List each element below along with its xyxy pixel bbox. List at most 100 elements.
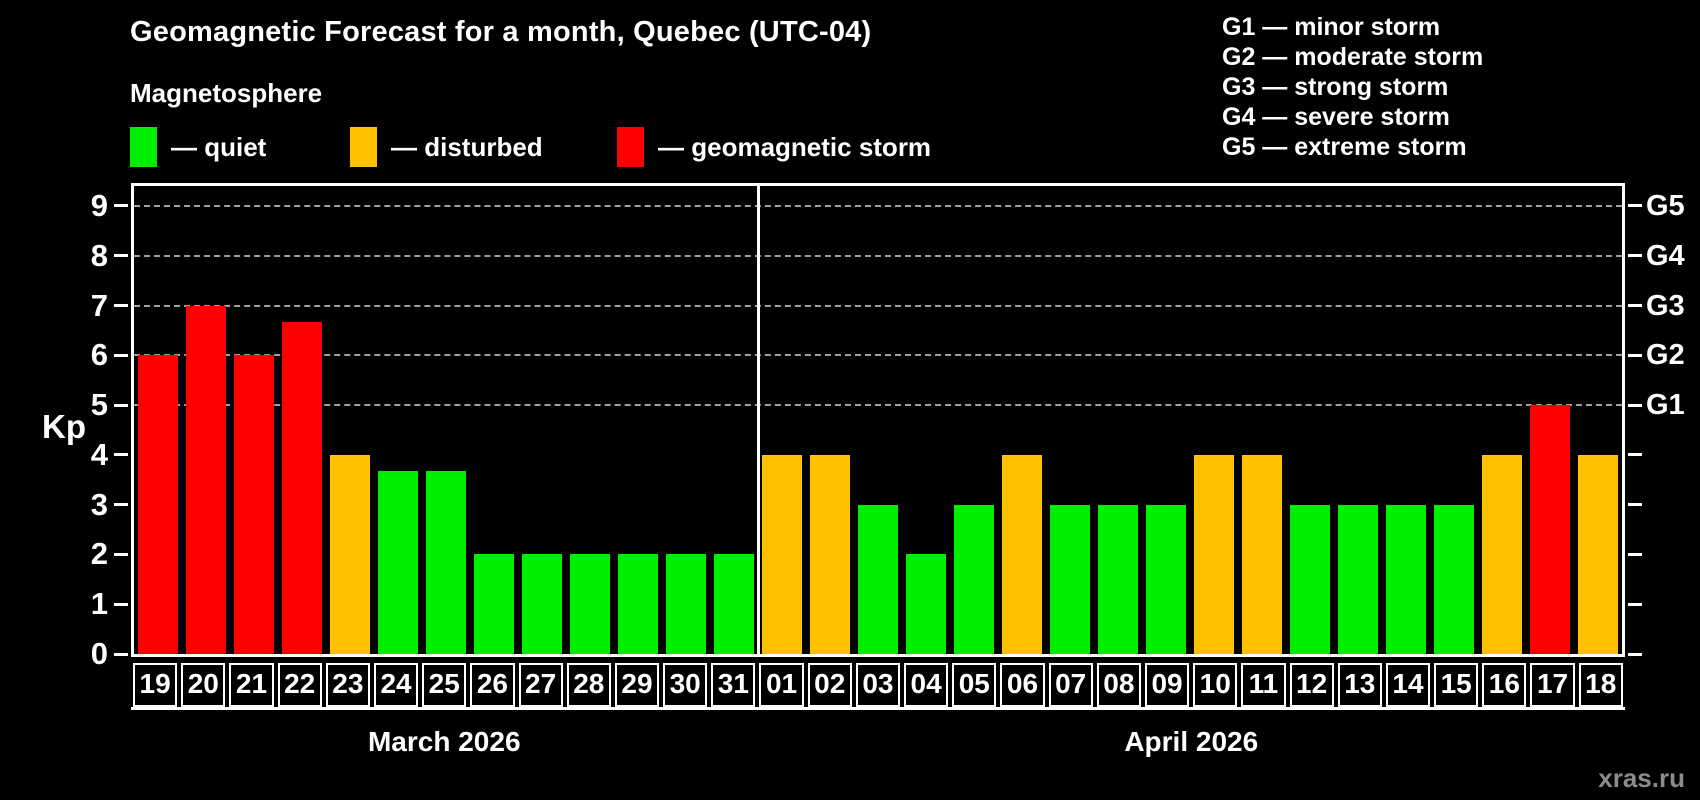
bar-slot bbox=[518, 186, 566, 654]
kp-bar-17 bbox=[1529, 405, 1571, 654]
kp-bar-30 bbox=[665, 554, 707, 654]
date-label-10: 10 bbox=[1193, 663, 1238, 707]
date-label-30: 30 bbox=[663, 663, 708, 707]
kp-bar-07 bbox=[1049, 504, 1091, 654]
kp-bar-05 bbox=[953, 504, 995, 654]
date-label-20: 20 bbox=[181, 663, 226, 707]
legend-item-disturbed: — disturbed bbox=[350, 126, 543, 168]
kp-bar-09 bbox=[1145, 504, 1187, 654]
y-tick-right-1 bbox=[1628, 602, 1642, 606]
g-axis-label-g3: G3 bbox=[1646, 289, 1685, 322]
bar-slot bbox=[566, 186, 614, 654]
y-axis-label-4: 4 bbox=[90, 436, 108, 472]
kp-bar-18 bbox=[1577, 454, 1619, 654]
g-scale-legend-line-1: G1 — minor storm bbox=[1222, 13, 1441, 41]
date-label-17: 17 bbox=[1530, 663, 1575, 707]
gridline-kp7 bbox=[134, 304, 1622, 307]
month-label-april: April 2026 bbox=[1124, 726, 1259, 757]
date-axis: 19 20 21 22 23 24 25 26 27 28 29 30 31 01 02 03 04 05 06 07… bbox=[131, 663, 1625, 707]
g-scale-legend-line-5: G5 — extreme storm bbox=[1222, 133, 1467, 161]
date-label-16: 16 bbox=[1482, 663, 1527, 707]
date-label-11: 11 bbox=[1241, 663, 1286, 707]
g-scale-legend-line-3: G3 — strong storm bbox=[1222, 73, 1449, 101]
y-tick-right-8 bbox=[1628, 254, 1642, 258]
kp-bar-27 bbox=[521, 554, 563, 654]
y-tick-right-2 bbox=[1628, 552, 1642, 556]
bar-slot bbox=[1238, 186, 1286, 654]
quiet-swatch-icon bbox=[130, 127, 157, 167]
kp-bar-02 bbox=[809, 454, 851, 654]
date-label-07: 07 bbox=[1048, 663, 1093, 707]
y-axis-label-1: 1 bbox=[90, 586, 108, 622]
date-label-05: 05 bbox=[952, 663, 997, 707]
kp-bar-12 bbox=[1289, 504, 1331, 654]
date-label-22: 22 bbox=[277, 663, 322, 707]
y-tick-left-5 bbox=[114, 403, 128, 407]
date-label-09: 09 bbox=[1144, 663, 1190, 707]
kp-bar-13 bbox=[1337, 504, 1379, 654]
gridline-kp6 bbox=[134, 354, 1622, 357]
y-tick-left-7 bbox=[114, 304, 128, 307]
date-label-26: 26 bbox=[470, 663, 515, 707]
legend-label-storm: — geomagnetic storm bbox=[658, 132, 932, 162]
y-tick-right-9 bbox=[1628, 204, 1642, 208]
g-scale-legend-line-2: G2 — moderate storm bbox=[1222, 43, 1484, 71]
kp-bar-14 bbox=[1385, 504, 1427, 654]
bar-slot bbox=[1286, 186, 1334, 654]
kp-bar-06 bbox=[1001, 454, 1043, 654]
legend-item-storm: — geomagnetic storm bbox=[617, 126, 931, 168]
bar-slot bbox=[1334, 186, 1382, 654]
date-label-02: 02 bbox=[807, 663, 852, 707]
bar-slot bbox=[1526, 186, 1574, 654]
bar-slot bbox=[950, 186, 998, 654]
bar-slot bbox=[854, 186, 902, 654]
bar-slot bbox=[326, 186, 374, 654]
y-axis-label-3: 3 bbox=[90, 486, 108, 522]
bar-slot bbox=[1574, 186, 1622, 654]
date-label-14: 14 bbox=[1385, 663, 1431, 707]
kp-bar-15 bbox=[1433, 504, 1475, 654]
kp-bar-29 bbox=[617, 554, 659, 654]
y-axis-label-9: 9 bbox=[90, 187, 108, 223]
bar-slot bbox=[998, 186, 1046, 654]
bar-slot bbox=[374, 186, 422, 654]
date-label-06: 06 bbox=[1000, 663, 1045, 707]
bar-slot bbox=[662, 186, 710, 654]
bar-slot bbox=[1382, 186, 1430, 654]
kp-bar-10 bbox=[1193, 454, 1235, 654]
y-tick-left-1 bbox=[114, 602, 128, 606]
bar-slot bbox=[230, 186, 278, 654]
bar-slot bbox=[758, 186, 806, 654]
bar-slot bbox=[1190, 186, 1238, 654]
kp-bar-16 bbox=[1481, 454, 1523, 654]
g-axis-label-g5: G5 bbox=[1646, 189, 1685, 222]
month-divider bbox=[756, 186, 760, 654]
kp-bar-20 bbox=[185, 305, 227, 654]
bar-slot bbox=[1142, 186, 1190, 654]
bar-slot bbox=[710, 186, 758, 654]
y-tick-left-6 bbox=[114, 353, 128, 357]
y-tick-right-6 bbox=[1628, 353, 1642, 357]
kp-bar-22 bbox=[281, 321, 323, 654]
kp-bar-04 bbox=[905, 554, 947, 654]
g-axis-label-g1: G1 bbox=[1646, 389, 1685, 422]
g-axis-label-g2: G2 bbox=[1646, 339, 1685, 372]
month-labels: March 2026 April 2026 bbox=[131, 726, 1625, 758]
date-label-13: 13 bbox=[1337, 663, 1382, 707]
y-tick-right-7 bbox=[1628, 304, 1642, 307]
y-tick-left-3 bbox=[114, 503, 128, 507]
bars-container bbox=[134, 186, 1622, 654]
date-label-12: 12 bbox=[1289, 663, 1334, 707]
legend-label-quiet: — quiet bbox=[171, 132, 267, 162]
month-label-march: March 2026 bbox=[367, 726, 521, 757]
date-label-18: 18 bbox=[1578, 663, 1623, 707]
date-label-24: 24 bbox=[373, 663, 419, 707]
y-axis-label-7: 7 bbox=[90, 287, 108, 323]
g-scale-legend-line-4: G4 — severe storm bbox=[1222, 103, 1450, 131]
kp-bar-25 bbox=[425, 471, 467, 654]
legend-label-disturbed: — disturbed bbox=[391, 132, 543, 162]
disturbed-swatch-icon bbox=[350, 127, 377, 167]
kp-bar-19 bbox=[137, 355, 179, 654]
kp-bar-31 bbox=[713, 554, 755, 654]
